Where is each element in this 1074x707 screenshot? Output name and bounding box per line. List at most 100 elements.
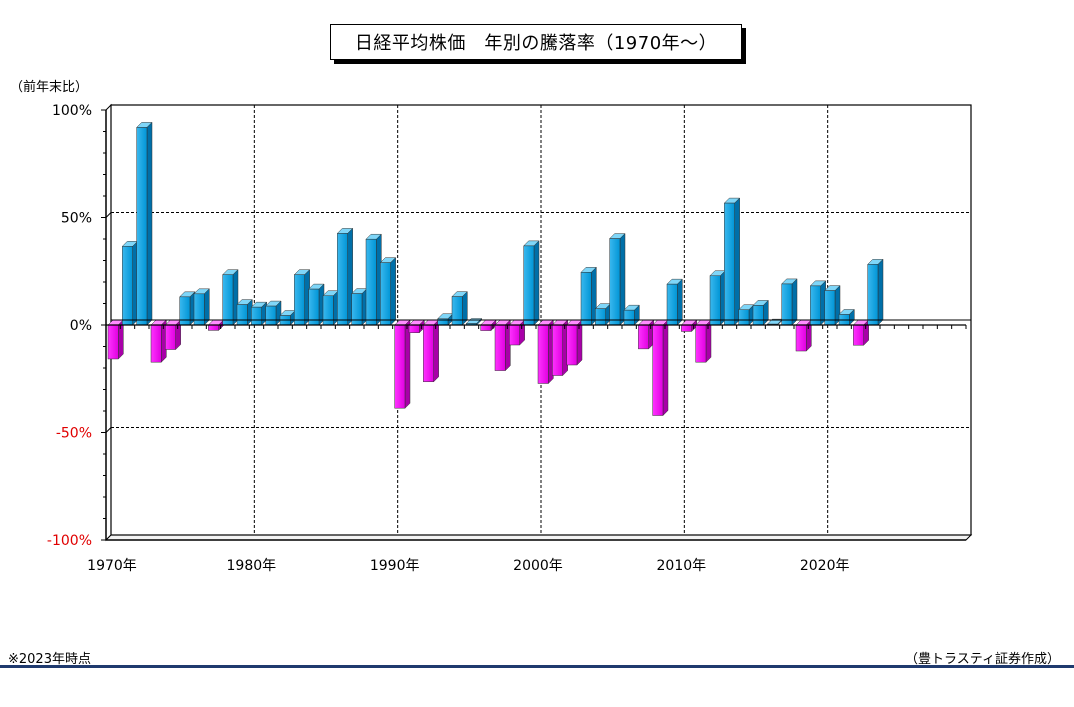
y-tick-label: -50% bbox=[56, 426, 92, 442]
bar-front-face bbox=[638, 324, 649, 350]
bar-front-face bbox=[666, 283, 678, 326]
bar-front-face bbox=[423, 324, 434, 383]
bar-positive bbox=[666, 278, 683, 326]
bar-positive bbox=[222, 269, 239, 326]
bar-front-face bbox=[595, 308, 606, 326]
bar-side-face bbox=[390, 257, 396, 326]
bar-front-face bbox=[867, 264, 879, 326]
bar-positive bbox=[308, 283, 325, 326]
bar-negative bbox=[695, 319, 712, 363]
bar-positive bbox=[709, 270, 726, 326]
bar-side-face bbox=[662, 319, 669, 417]
bar-positive bbox=[336, 227, 354, 326]
y-tick-label: 100% bbox=[52, 103, 92, 119]
y-tick-label: 0% bbox=[70, 318, 92, 334]
bar-front-face bbox=[251, 306, 262, 326]
bar-front-face bbox=[724, 202, 735, 326]
bar-front-face bbox=[451, 296, 463, 326]
h-gridline-edge bbox=[105, 212, 112, 218]
bar-front-face bbox=[795, 324, 807, 352]
bar-positive bbox=[580, 266, 597, 326]
bar-front-face bbox=[509, 324, 520, 346]
bar-front-face bbox=[136, 127, 148, 326]
bar-front-face bbox=[222, 274, 234, 326]
bar-front-face bbox=[681, 324, 692, 332]
bar-side-face bbox=[734, 197, 740, 326]
axes bbox=[101, 109, 971, 541]
bottom-rule bbox=[0, 665, 1074, 668]
x-tick-label: 1970年 bbox=[87, 558, 137, 574]
bar-front-face bbox=[380, 262, 391, 326]
x-tick-label: 2020年 bbox=[800, 558, 850, 574]
bar-front-face bbox=[537, 324, 549, 384]
bar-negative bbox=[652, 319, 669, 417]
bar-negative bbox=[795, 319, 812, 352]
bar-positive bbox=[365, 233, 382, 326]
bar-front-face bbox=[853, 324, 864, 346]
bar-positive bbox=[723, 197, 741, 326]
bar-front-face bbox=[236, 304, 248, 326]
bar-front-face bbox=[122, 246, 133, 326]
bar-front-face bbox=[566, 324, 578, 366]
x-tick-label: 2000年 bbox=[513, 558, 563, 574]
bar-positive bbox=[781, 278, 798, 326]
bar-front-face bbox=[738, 309, 750, 326]
bar-positive bbox=[738, 304, 755, 326]
tick-labels: 100% 50% 0% -50% -100% 1970年 1980年 1990年 2000年 20… bbox=[47, 103, 850, 574]
bar-positive bbox=[351, 288, 368, 326]
bar-front-face bbox=[781, 283, 793, 326]
bar-positive bbox=[523, 240, 540, 326]
bar-front-face bbox=[652, 324, 664, 416]
bars bbox=[107, 121, 884, 417]
bar-front-face bbox=[695, 324, 707, 363]
bar-front-face bbox=[408, 324, 420, 333]
footnote: ※2023年時点 bbox=[8, 652, 91, 667]
bar-front-face bbox=[480, 324, 492, 331]
bar-positive bbox=[121, 240, 139, 326]
bar-side-face bbox=[433, 319, 439, 383]
bar-positive bbox=[250, 301, 268, 326]
bar-front-face bbox=[810, 285, 821, 326]
bar-front-face bbox=[494, 324, 506, 371]
bar-front-face bbox=[337, 233, 348, 326]
bar-front-face bbox=[709, 275, 721, 326]
bar-positive bbox=[609, 232, 626, 326]
bar-negative bbox=[422, 319, 440, 383]
bar-side-face bbox=[533, 240, 540, 326]
bar-positive bbox=[379, 257, 397, 326]
bar-front-face bbox=[609, 238, 621, 326]
bar-positive bbox=[824, 284, 841, 326]
bar-front-face bbox=[265, 305, 277, 326]
bar-front-face bbox=[165, 324, 176, 350]
bar-positive bbox=[867, 258, 884, 326]
chart-title: 日経平均株価 年別の騰落率（1970年～） bbox=[330, 24, 742, 60]
bar-negative bbox=[852, 319, 870, 346]
bar-negative bbox=[566, 319, 583, 366]
bar-front-face bbox=[523, 245, 535, 326]
x-tick-label: 1980年 bbox=[227, 558, 277, 574]
bar-positive bbox=[752, 299, 769, 326]
bar-front-face bbox=[322, 295, 334, 326]
bar-front-face bbox=[294, 274, 305, 326]
bar-side-face bbox=[404, 319, 411, 409]
bar-negative bbox=[494, 319, 511, 372]
bar-negative bbox=[394, 319, 411, 409]
bar-side-face bbox=[677, 278, 683, 326]
bar-negative bbox=[537, 319, 554, 385]
bar-positive bbox=[594, 303, 612, 326]
bar-front-face bbox=[394, 324, 406, 409]
bar-negative bbox=[637, 319, 655, 350]
credit: （豊トラスティ証券作成） bbox=[905, 652, 1060, 667]
bar-positive bbox=[236, 298, 253, 326]
bar-side-face bbox=[877, 258, 884, 326]
bar-positive bbox=[623, 304, 640, 326]
h-gridline-edge bbox=[105, 427, 112, 433]
bar-positive bbox=[293, 269, 311, 326]
bar-positive bbox=[809, 280, 827, 326]
bar-negative bbox=[508, 319, 526, 346]
bar-negative bbox=[551, 319, 569, 377]
bar-side-face bbox=[791, 278, 798, 326]
bar-front-face bbox=[208, 324, 219, 331]
x-tick-label: 1990年 bbox=[370, 558, 420, 574]
